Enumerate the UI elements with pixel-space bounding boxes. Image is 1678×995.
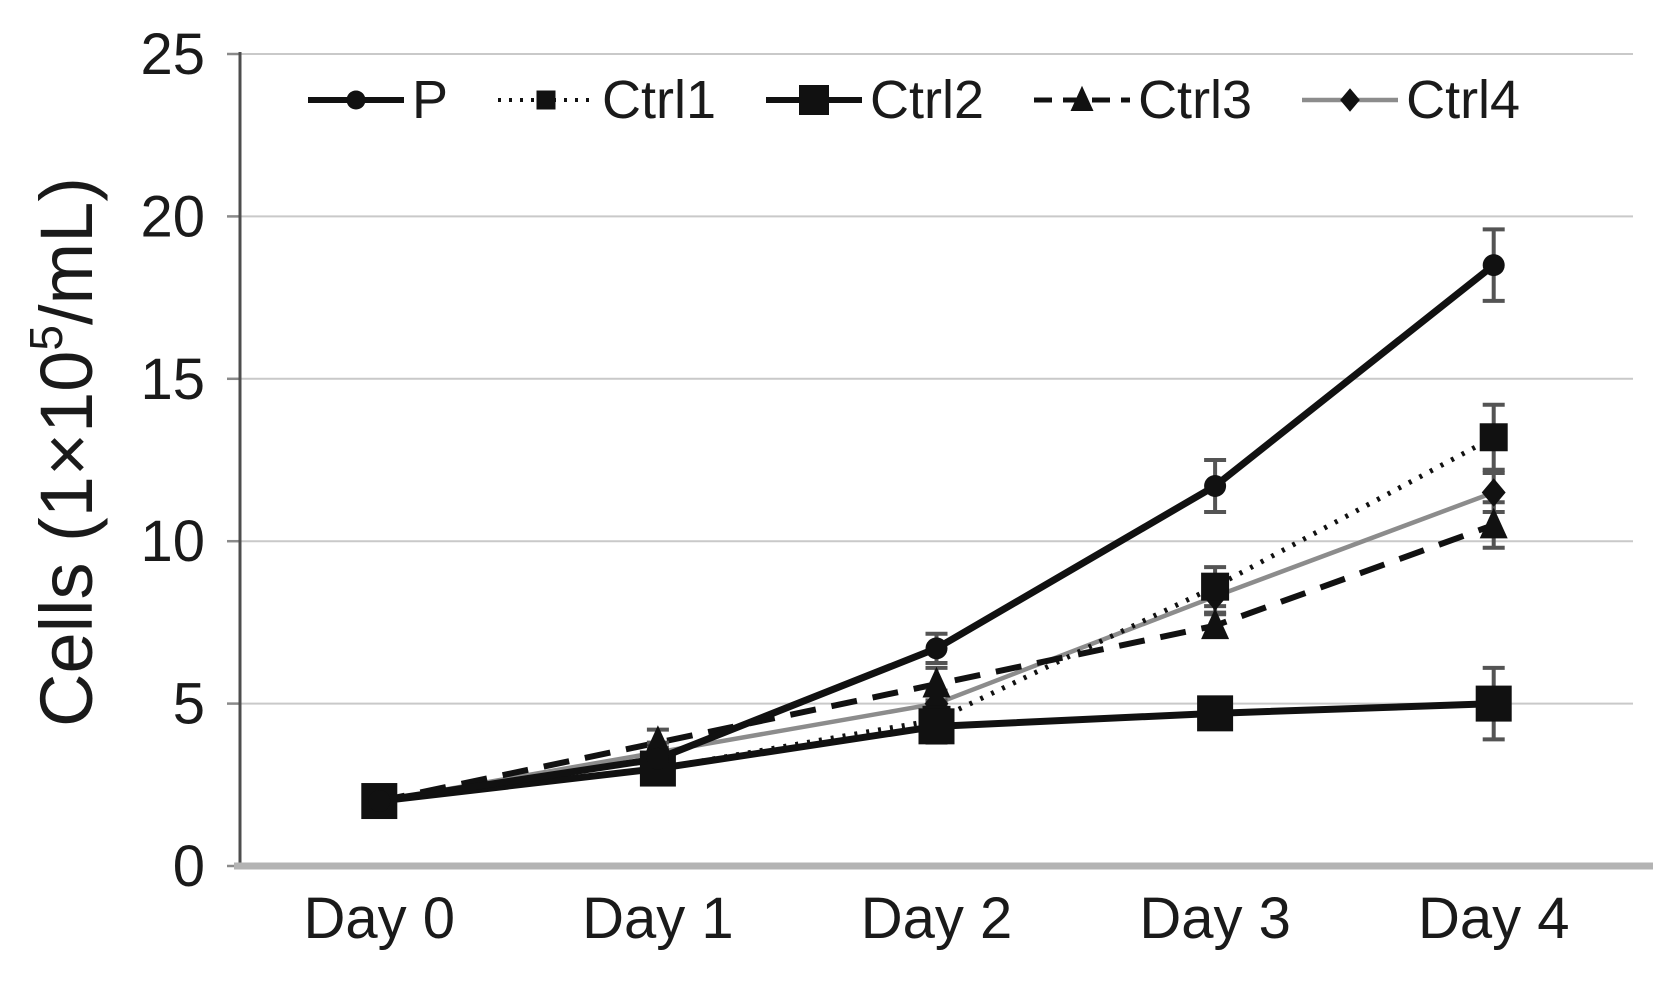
- y-axis-title-superscript: 5: [20, 325, 72, 351]
- y-axis-title: Cells (1×105/mL): [19, 177, 109, 727]
- y-tick-label-0: 0: [173, 834, 205, 899]
- y-tick-label-10: 10: [140, 509, 205, 574]
- series-line-Ctrl1: [379, 435, 1495, 804]
- legend-item-Ctrl3: Ctrl3: [1034, 69, 1252, 131]
- legend-marker-Ctrl1: [536, 90, 556, 110]
- x-tick-label-1: Day 1: [582, 886, 734, 951]
- legend-swatch-Ctrl4: [1302, 88, 1399, 112]
- marker-P-2: [925, 637, 948, 660]
- legend-label-Ctrl4: Ctrl4: [1406, 70, 1521, 130]
- x-tick-label-0: Day 0: [304, 886, 456, 951]
- marker-Ctrl2-2: [918, 708, 955, 745]
- legend-marker-P: [346, 90, 366, 110]
- legend-item-Ctrl2: Ctrl2: [766, 69, 984, 131]
- x-tick-label-3: Day 3: [1139, 886, 1291, 951]
- marker-Ctrl2-4: [1475, 685, 1512, 722]
- legend-swatch-Ctrl1: [498, 90, 595, 110]
- y-axis-title-unit: /mL): [25, 177, 108, 326]
- marker-P-4: [1482, 254, 1505, 277]
- legend-marker-Ctrl2: [799, 85, 830, 115]
- marker-P-0: [368, 790, 391, 813]
- marker-Ctrl3-4: [1479, 507, 1508, 539]
- y-tick-label-25: 25: [140, 22, 205, 87]
- legend-swatch-Ctrl3: [1034, 85, 1131, 112]
- legend-swatch-P: [308, 90, 404, 110]
- legend-swatch-Ctrl2: [766, 85, 863, 115]
- marker-Ctrl2-3: [1197, 695, 1234, 732]
- legend-marker-Ctrl3: [1070, 85, 1094, 112]
- marker-Ctrl3-2: [922, 666, 951, 698]
- legend: P Ctrl1 Ctrl2 Ctrl3 Ctrl4: [308, 64, 1520, 136]
- legend-item-Ctrl1: Ctrl1: [498, 69, 716, 131]
- marker-Ctrl1-3: [1201, 572, 1230, 601]
- marker-P-3: [1204, 474, 1227, 497]
- y-tick-label-20: 20: [140, 184, 205, 249]
- legend-label-Ctrl1: Ctrl1: [602, 70, 717, 130]
- marker-Ctrl4-4: [1481, 478, 1506, 507]
- legend-label-P: P: [412, 70, 449, 130]
- y-tick-label-15: 15: [140, 347, 205, 412]
- legend-label-Ctrl3: Ctrl3: [1138, 70, 1253, 130]
- marker-Ctrl3-3: [1201, 608, 1230, 640]
- x-tick-label-4: Day 4: [1418, 886, 1570, 951]
- legend-marker-Ctrl4: [1340, 88, 1360, 112]
- marker-P-1: [646, 747, 669, 770]
- marker-Ctrl3-1: [643, 725, 672, 757]
- legend-item-Ctrl4: Ctrl4: [1302, 69, 1520, 131]
- y-tick-label-5: 5: [173, 672, 205, 737]
- x-tick-label-2: Day 2: [861, 886, 1013, 951]
- legend-label-Ctrl2: Ctrl2: [870, 70, 985, 130]
- y-axis-title-text: Cells (1×10: [25, 350, 108, 727]
- marker-Ctrl1-4: [1479, 423, 1508, 452]
- legend-item-P: P: [308, 69, 448, 131]
